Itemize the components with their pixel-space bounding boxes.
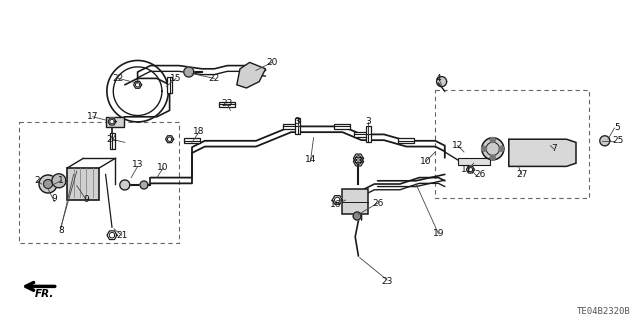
Polygon shape <box>237 62 266 88</box>
Polygon shape <box>108 118 116 125</box>
Polygon shape <box>353 157 364 166</box>
Text: 26: 26 <box>474 170 486 179</box>
Bar <box>283 124 300 129</box>
Text: 4: 4 <box>436 74 441 83</box>
Text: 20: 20 <box>266 58 278 67</box>
Polygon shape <box>166 136 173 143</box>
Bar <box>184 138 200 143</box>
Bar <box>109 133 115 149</box>
Bar <box>167 77 172 93</box>
Text: 16: 16 <box>330 200 342 209</box>
Text: 21: 21 <box>116 231 127 240</box>
Bar <box>342 189 368 214</box>
Text: 25: 25 <box>612 136 623 145</box>
Bar <box>295 118 300 134</box>
Text: 2: 2 <box>35 176 40 185</box>
Bar <box>353 132 370 137</box>
Polygon shape <box>467 166 474 173</box>
Bar <box>365 126 371 142</box>
Text: 27: 27 <box>516 170 527 179</box>
Text: 10: 10 <box>420 157 431 166</box>
Text: 24: 24 <box>106 135 118 144</box>
Polygon shape <box>134 81 141 88</box>
Polygon shape <box>436 76 447 87</box>
Text: 10: 10 <box>157 164 169 172</box>
Text: 19: 19 <box>433 229 444 238</box>
Text: 23: 23 <box>381 277 393 286</box>
Bar <box>398 138 415 143</box>
Text: 3: 3 <box>365 117 371 126</box>
Polygon shape <box>184 67 194 77</box>
Polygon shape <box>140 181 148 189</box>
Polygon shape <box>482 138 504 160</box>
Text: 14: 14 <box>305 156 316 164</box>
Polygon shape <box>39 175 57 193</box>
Polygon shape <box>600 136 610 146</box>
Polygon shape <box>353 154 364 163</box>
Polygon shape <box>481 146 486 151</box>
Bar <box>67 168 99 200</box>
Polygon shape <box>499 146 504 151</box>
Bar <box>335 124 351 129</box>
Text: 1: 1 <box>58 176 63 185</box>
Text: 9: 9 <box>84 196 89 204</box>
Text: 9: 9 <box>52 194 57 203</box>
Text: TE04B2320B: TE04B2320B <box>577 308 630 316</box>
Text: 22: 22 <box>113 74 124 83</box>
Text: 5: 5 <box>615 124 620 132</box>
Polygon shape <box>490 138 495 142</box>
Polygon shape <box>490 155 495 160</box>
Bar <box>106 117 124 127</box>
Polygon shape <box>44 180 52 188</box>
Polygon shape <box>120 180 130 190</box>
Text: 13: 13 <box>132 160 143 169</box>
Text: 3: 3 <box>295 117 300 126</box>
Text: FR.: FR. <box>35 289 54 300</box>
Polygon shape <box>52 174 66 188</box>
Text: 7: 7 <box>551 144 556 153</box>
Text: 22: 22 <box>209 74 220 83</box>
Text: 8: 8 <box>58 226 63 235</box>
Text: 26: 26 <box>372 199 383 208</box>
Polygon shape <box>332 196 342 204</box>
Text: 18: 18 <box>193 127 204 136</box>
Text: 23: 23 <box>221 100 233 108</box>
Text: 17: 17 <box>87 112 99 121</box>
Text: 12: 12 <box>452 141 463 150</box>
Bar <box>219 101 236 107</box>
Bar <box>458 158 490 165</box>
Polygon shape <box>107 231 117 240</box>
Polygon shape <box>509 139 576 166</box>
Polygon shape <box>353 212 361 220</box>
Text: 15: 15 <box>170 74 182 83</box>
Text: 11: 11 <box>461 165 473 174</box>
